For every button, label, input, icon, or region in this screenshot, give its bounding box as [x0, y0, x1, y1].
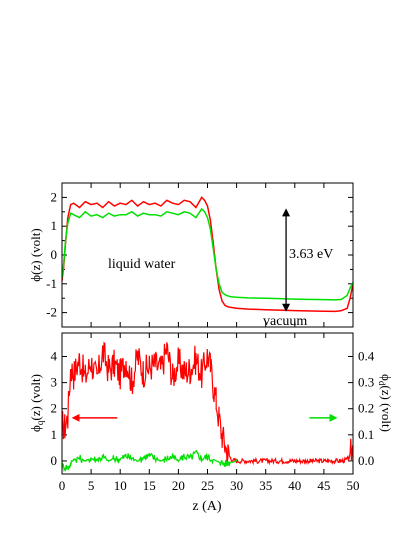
bottom-right-y-axis-label: ϕd(z) (volt)	[377, 374, 394, 432]
top-series	[62, 196, 353, 313]
bottom-right-y-ticks: 0.0 0.1 0.2 0.3 0.4	[348, 349, 375, 468]
y-tick-label: -2	[46, 305, 57, 320]
gap-energy-label: 3.63 eV	[289, 247, 333, 262]
x-tick-label: 35	[259, 478, 272, 493]
y-tick-label: 2	[51, 189, 58, 204]
top-series-line-0	[62, 196, 353, 313]
y-tick-label: 0	[51, 247, 58, 262]
x-tick-label: 45	[317, 478, 330, 493]
x-tick-label: 50	[347, 478, 360, 493]
bottom-series-line-0	[62, 341, 353, 466]
y-tick-label: 3	[51, 375, 58, 390]
bottom-x-ticks: 0 5 10 15 20 25 30 35 40 45 50	[59, 333, 360, 493]
y-tick-label: 1	[51, 218, 58, 233]
y-tick-label: 1	[51, 427, 58, 442]
x-tick-label: 30	[230, 478, 243, 493]
bottom-panel: 0 1 2 3 4 0.0 0.1 0.2 0.3 0.4 0 5 10 15 20 25 30 35 40 45…	[28, 332, 394, 514]
y-tick-label: -1	[46, 276, 57, 291]
bottom-left-y-ticks: 0 1 2 3 4	[51, 349, 67, 468]
x-tick-label: 40	[288, 478, 301, 493]
x-tick-label: 25	[201, 478, 214, 493]
x-axis-label: z (A)	[192, 499, 221, 514]
x-tick-label: 5	[88, 478, 95, 493]
y-tick-label: 0.4	[358, 349, 375, 364]
x-tick-label: 15	[143, 478, 156, 493]
bottom-left-y-axis-label: ϕq(z) (volt)	[28, 374, 45, 432]
top-y-axis-label: ϕ(z) (volt)	[28, 228, 43, 281]
top-plot-frame	[61, 182, 354, 328]
y-tick-label: 0.1	[358, 427, 374, 442]
liquid-water-label: liquid water	[108, 257, 176, 272]
y-tick-label: 0	[51, 453, 58, 468]
x-tick-label: 20	[172, 478, 185, 493]
bottom-series	[62, 341, 353, 473]
y-tick-label: 2	[51, 401, 58, 416]
bottom-plot-frame	[61, 332, 354, 475]
y-tick-label: 0.2	[358, 401, 374, 416]
bottom-series-line-1	[62, 449, 238, 473]
x-tick-label: 0	[59, 478, 66, 493]
vacuum-label: vacuum	[263, 314, 307, 329]
y-tick-label: 0.3	[358, 375, 374, 390]
top-series-line-1	[62, 207, 353, 301]
x-tick-label: 10	[114, 478, 127, 493]
y-tick-label: 0.0	[358, 453, 374, 468]
y-tick-label: 4	[51, 349, 58, 364]
